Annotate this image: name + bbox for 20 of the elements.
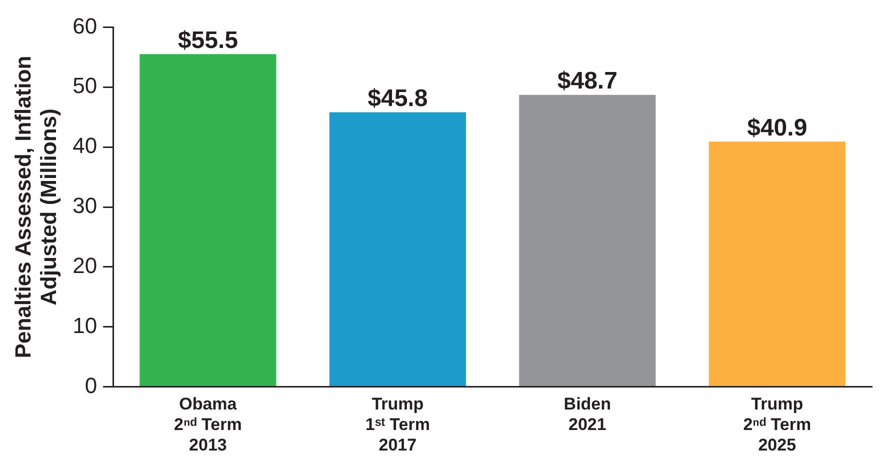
data-label: $40.9 [747, 114, 808, 142]
data-label: $45.8 [368, 84, 428, 112]
y-tick-label: 50 [72, 73, 98, 98]
y-tick-label: 10 [72, 312, 98, 338]
bar [708, 142, 846, 386]
y-axis-title: Penalties Assessed, Inflation Adjusted (Millions) [10, 56, 62, 358]
x-tick-label: Obama 2ⁿᵈ Term 2013 [174, 394, 242, 454]
bar [519, 94, 656, 386]
y-tick-label: 0 [84, 372, 98, 398]
y-tick-label: 20 [72, 252, 98, 278]
bar [140, 54, 276, 386]
bar [329, 112, 466, 386]
y-tick-label: 40 [72, 133, 98, 158]
x-tick-label: Trump 2ⁿᵈ Term 2025 [743, 394, 812, 454]
x-tick-label: Biden 2021 [564, 394, 612, 434]
data-label: $48.7 [557, 68, 618, 95]
y-tick-label: 30 [72, 193, 98, 218]
y-tick-label: 60 [72, 13, 98, 38]
data-label: $55.5 [178, 26, 238, 54]
x-tick-label: Trump 1ˢᵗ Term 2017 [365, 394, 430, 454]
